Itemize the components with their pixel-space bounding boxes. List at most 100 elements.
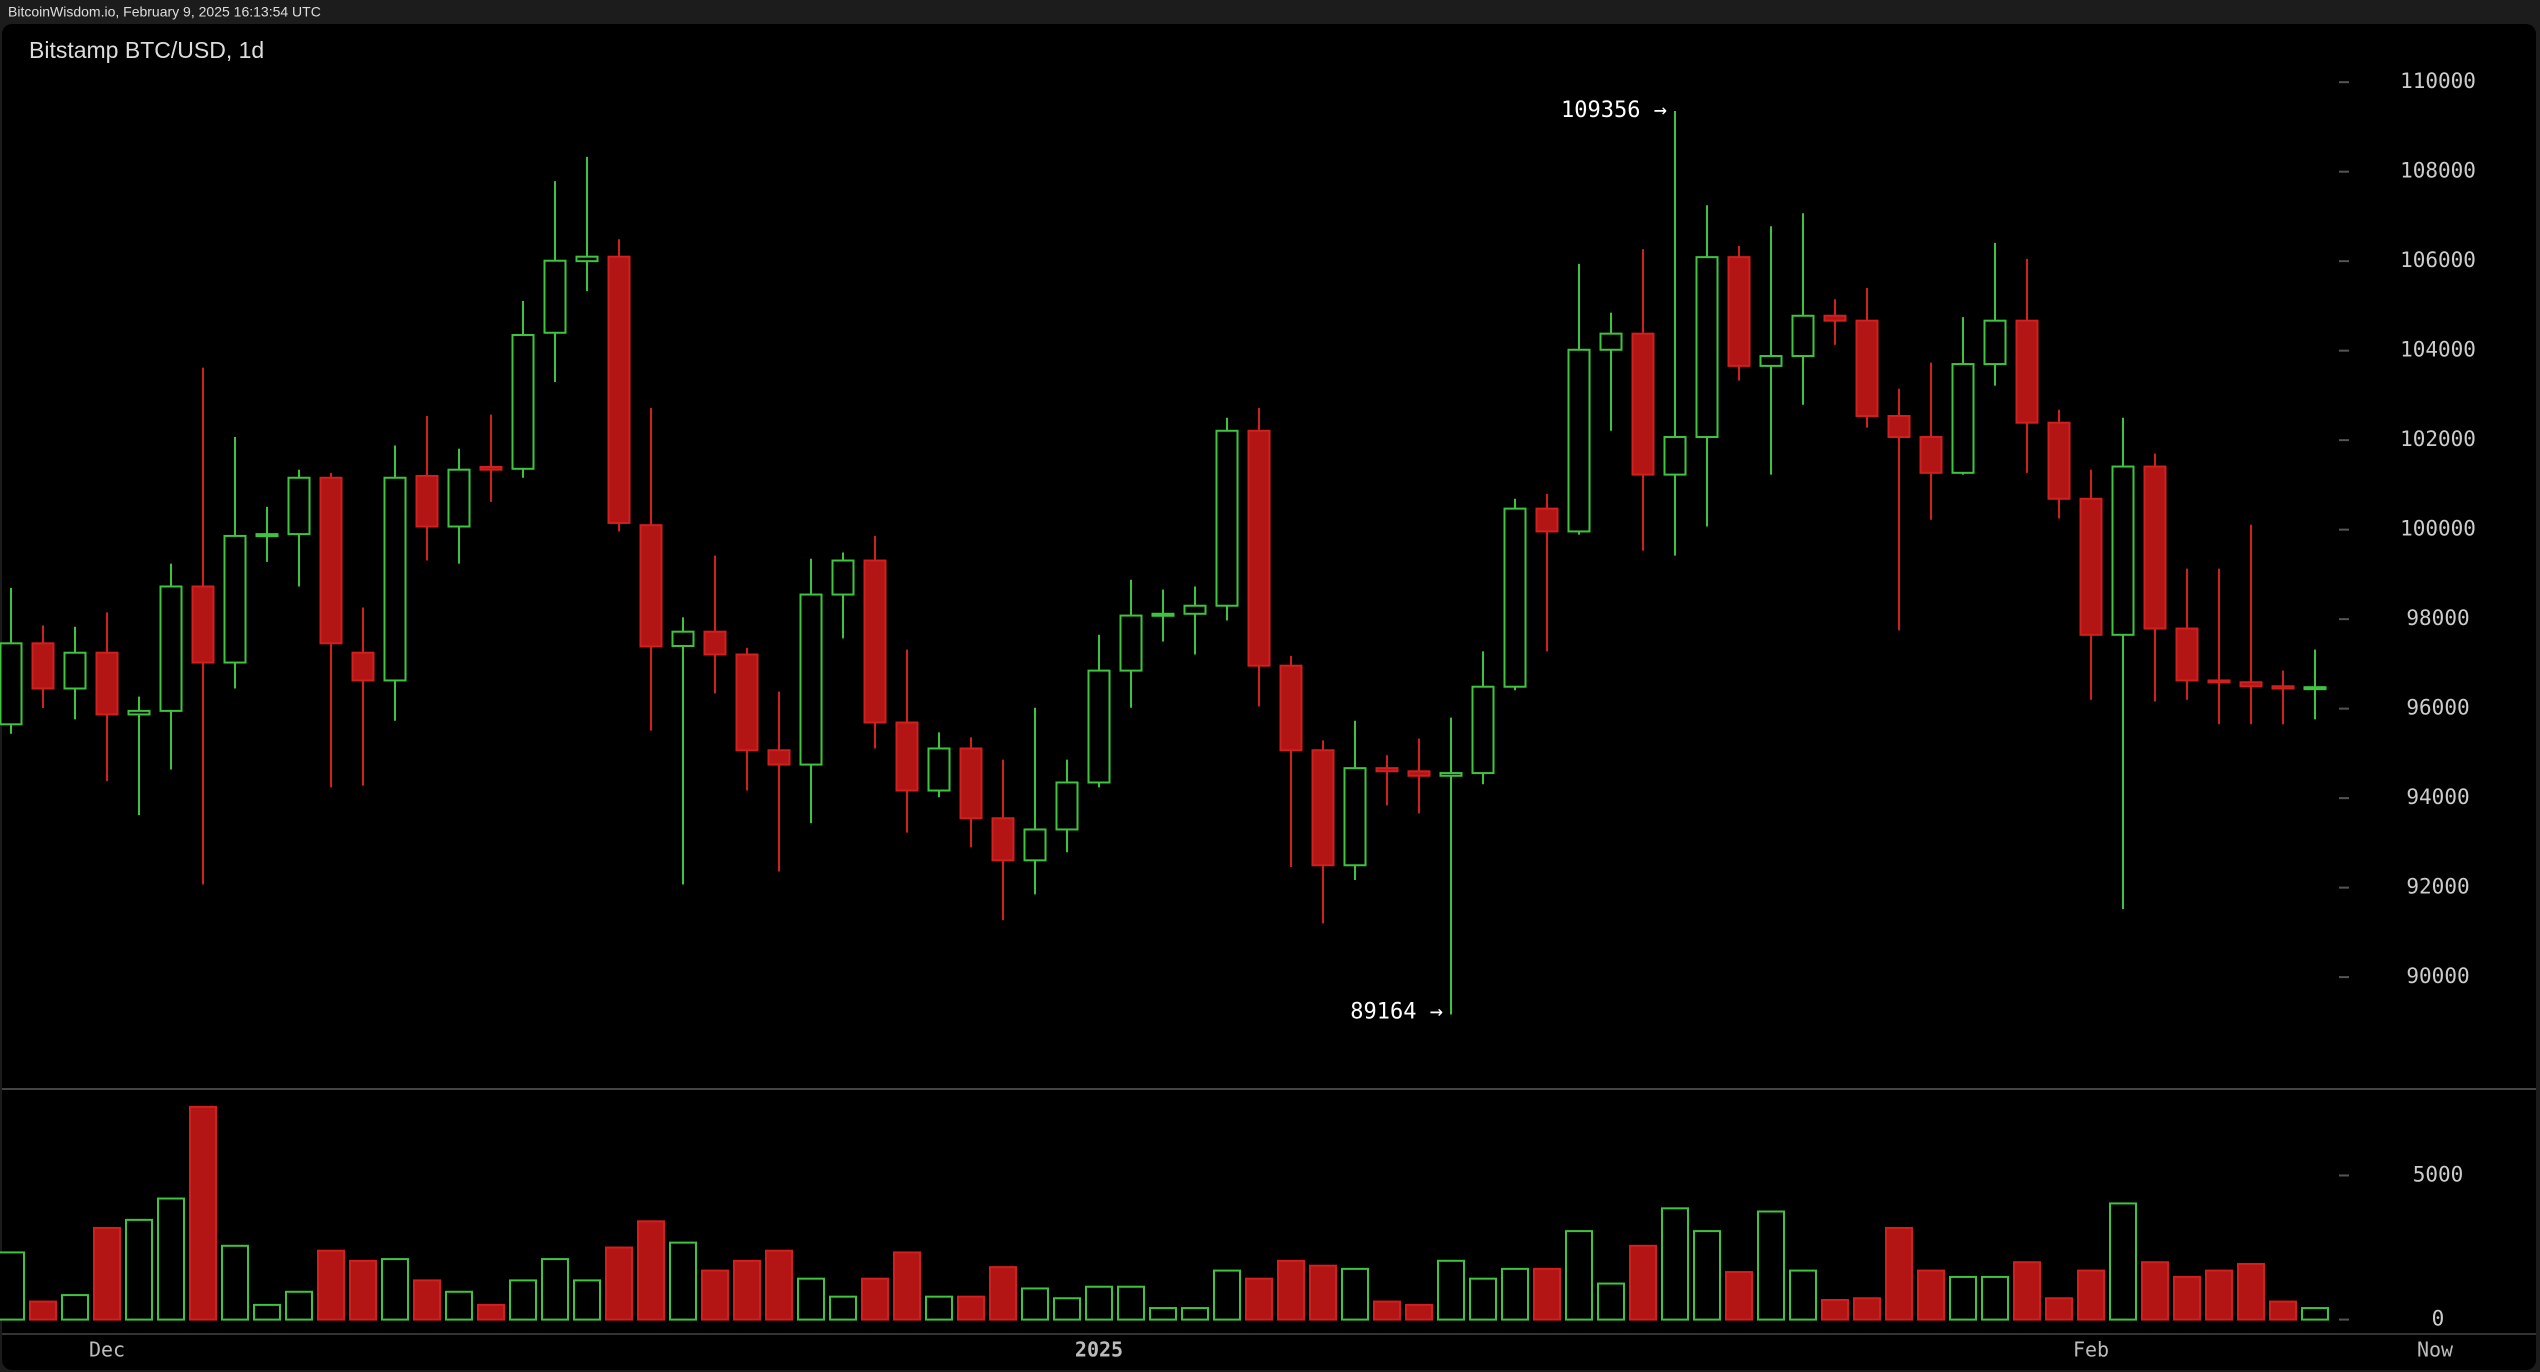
volume-bar (381, 1258, 409, 1321)
candle-body (1087, 669, 1111, 784)
candle-body (2303, 686, 2327, 691)
volume-bar (1853, 1297, 1881, 1321)
chart-title: Bitstamp BTC/USD, 1d (29, 37, 264, 63)
candle-body (2207, 679, 2231, 684)
volume-bar (1949, 1275, 1977, 1321)
candle-body (2111, 465, 2135, 636)
y-tick-label: 96000 (2406, 696, 2469, 720)
y-tick-label: 90000 (2406, 964, 2469, 988)
volume-bar (157, 1197, 185, 1321)
candle-body (767, 749, 791, 766)
candle-body (1503, 507, 1527, 688)
volume-bar (1213, 1269, 1241, 1321)
candle-body (1023, 828, 1047, 862)
candle-body (255, 533, 279, 538)
candle-body (831, 559, 855, 596)
volume-bar (861, 1277, 889, 1321)
candle-body (1919, 436, 1943, 474)
candle-body (159, 585, 183, 712)
volume-bar (2077, 1269, 2105, 1321)
volume-bar (1149, 1307, 1177, 1321)
volume-tick-label: 5000 (2413, 1162, 2464, 1186)
volume-bar (1757, 1210, 1785, 1321)
candle-body (1951, 363, 1975, 474)
candle-body (351, 651, 375, 682)
volume-bar (733, 1259, 761, 1321)
candle-body (95, 651, 119, 716)
candle-body (607, 255, 631, 524)
candle-body (927, 747, 951, 792)
volume-bar (829, 1295, 857, 1321)
volume-bar (1501, 1267, 1529, 1321)
volume-bar (1085, 1285, 1113, 1321)
volume-bar (1309, 1264, 1337, 1321)
candle-body (543, 259, 567, 334)
x-tick-label: Dec (89, 1338, 125, 1362)
volume-bar (29, 1300, 57, 1321)
candle-body (415, 474, 439, 528)
candle-body (1279, 664, 1303, 752)
candle-body (1535, 507, 1559, 533)
candle-body (1055, 781, 1079, 831)
candle-body (127, 709, 151, 716)
candle-body (1791, 314, 1815, 358)
candle-body (2175, 627, 2199, 682)
volume-bar (1693, 1230, 1721, 1321)
volume-bar (669, 1241, 697, 1321)
volume-bar (189, 1105, 217, 1321)
candle-body (2271, 685, 2295, 690)
y-tick-label: 102000 (2400, 427, 2476, 451)
candle-body (1727, 256, 1751, 367)
price-annotation: 89164 → (1350, 1000, 1443, 1025)
volume-bar (1245, 1277, 1273, 1321)
y-tick-label: 108000 (2400, 159, 2476, 183)
volume-bar (1565, 1230, 1593, 1321)
y-tick-label: 94000 (2406, 785, 2469, 809)
y-tick-label: 92000 (2406, 875, 2469, 899)
volume-bar (2269, 1300, 2297, 1321)
candle-body (1471, 685, 1495, 775)
volume-bar (1053, 1297, 1081, 1321)
volume-bar (957, 1295, 985, 1321)
volume-bar (1469, 1277, 1497, 1321)
volume-bar (1373, 1300, 1401, 1321)
candle-body (703, 630, 727, 656)
candle-body (1343, 767, 1367, 867)
candle-body (1983, 319, 2007, 366)
candle-body (1759, 355, 1783, 367)
volume-bar (1885, 1226, 1913, 1321)
candle-body (991, 817, 1015, 862)
y-tick-label: 98000 (2406, 606, 2469, 630)
candle-body (479, 466, 503, 471)
volume-bar (2173, 1275, 2201, 1321)
candle-body (735, 653, 759, 752)
volume-bar (2301, 1307, 2329, 1321)
candle-body (287, 476, 311, 536)
candle-body (1631, 332, 1655, 476)
candle-body (1823, 314, 1847, 322)
volume-bar (221, 1244, 249, 1321)
x-tick-label: Feb (2073, 1338, 2109, 1362)
volume-bar (1725, 1271, 1753, 1321)
candle-body (2239, 681, 2263, 688)
volume-bar (1917, 1269, 1945, 1321)
volume-bar (93, 1226, 121, 1321)
candle-body (1183, 604, 1207, 615)
volume-bar (317, 1249, 345, 1321)
volume-bar (285, 1290, 313, 1321)
volume-bar (1437, 1259, 1465, 1321)
y-tick-label: 106000 (2400, 248, 2476, 272)
candle-body (1375, 767, 1399, 773)
volume-bar (1629, 1244, 1657, 1321)
x-tick-label: 2025 (1075, 1338, 1123, 1362)
candle-body (1215, 429, 1239, 607)
price-annotation: 109356 → (1561, 98, 1667, 123)
candle-body (895, 721, 919, 792)
candle-body (1695, 256, 1719, 439)
volume-bar (1181, 1307, 1209, 1321)
candle-body (863, 559, 887, 724)
volume-bar (605, 1246, 633, 1321)
volume-bar (1117, 1285, 1145, 1321)
volume-bar (1277, 1259, 1305, 1321)
